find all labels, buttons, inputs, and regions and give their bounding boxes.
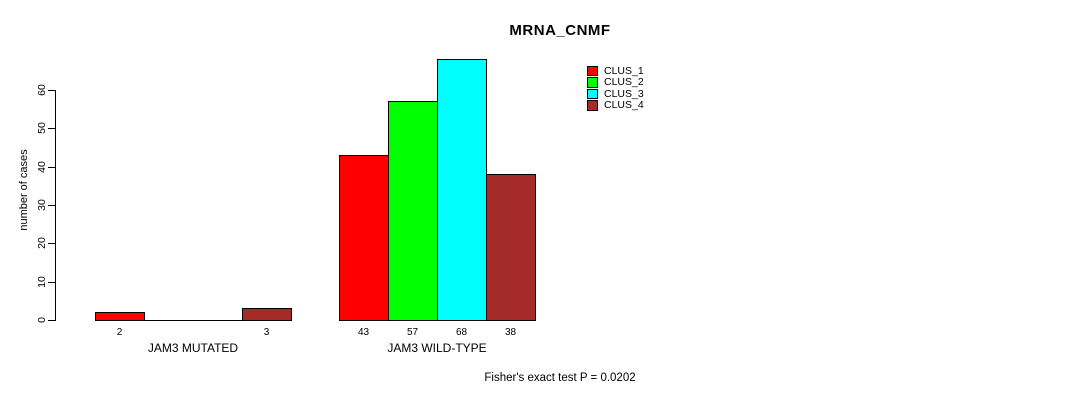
bar-clus_1 [339,155,389,321]
legend-swatch-clus_1 [587,65,598,76]
bar-value-label: 43 [357,327,370,338]
y-axis-tick-label: 10 [36,276,48,288]
bar-zero-clus_3 [193,320,243,321]
y-axis-tick-label: 60 [36,84,48,96]
y-axis-tick [48,205,55,206]
legend-label: CLUS_3 [604,87,644,100]
x-group-label: JAM3 WILD-TYPE [387,341,487,355]
y-axis-line [55,90,56,321]
y-axis-tick [48,282,55,283]
y-axis-tick [48,167,55,168]
y-axis-tick [48,243,55,244]
y-axis-tick-label: 0 [36,317,48,323]
bar-value-label: 68 [455,327,468,338]
y-axis-tick-label: 30 [36,199,48,211]
y-axis-tick-label: 50 [36,122,48,134]
bar-value-label: 38 [504,327,517,338]
bar-value-label: 2 [116,327,123,338]
legend-label: CLUS_4 [604,99,644,112]
legend-swatch-clus_4 [587,100,598,111]
x-group-label: JAM3 MUTATED [147,341,239,355]
y-axis-tick-label: 40 [36,161,48,173]
y-axis-tick [48,128,55,129]
bar-value-label: 57 [406,327,419,338]
y-axis-tick [48,320,55,321]
bar-clus_1 [95,312,145,321]
bar-clus_4 [486,174,536,321]
bar-zero-clus_2 [144,320,194,321]
bar-clus_2 [388,101,438,321]
y-axis-tick [48,90,55,91]
chart-title: MRNA_CNMF [509,22,611,39]
legend-swatch-clus_2 [587,77,598,88]
bar-clus_4 [242,308,292,321]
bar-clus_3 [437,59,487,321]
y-axis-label: number of cases [18,149,30,231]
legend-label: CLUS_2 [604,76,644,89]
statistical-test-note: Fisher's exact test P = 0.0202 [484,372,636,384]
legend-label: CLUS_1 [604,64,644,77]
y-axis-tick-label: 20 [36,237,48,249]
legend-swatch-clus_3 [587,88,598,100]
bar-value-label: 3 [263,327,270,338]
